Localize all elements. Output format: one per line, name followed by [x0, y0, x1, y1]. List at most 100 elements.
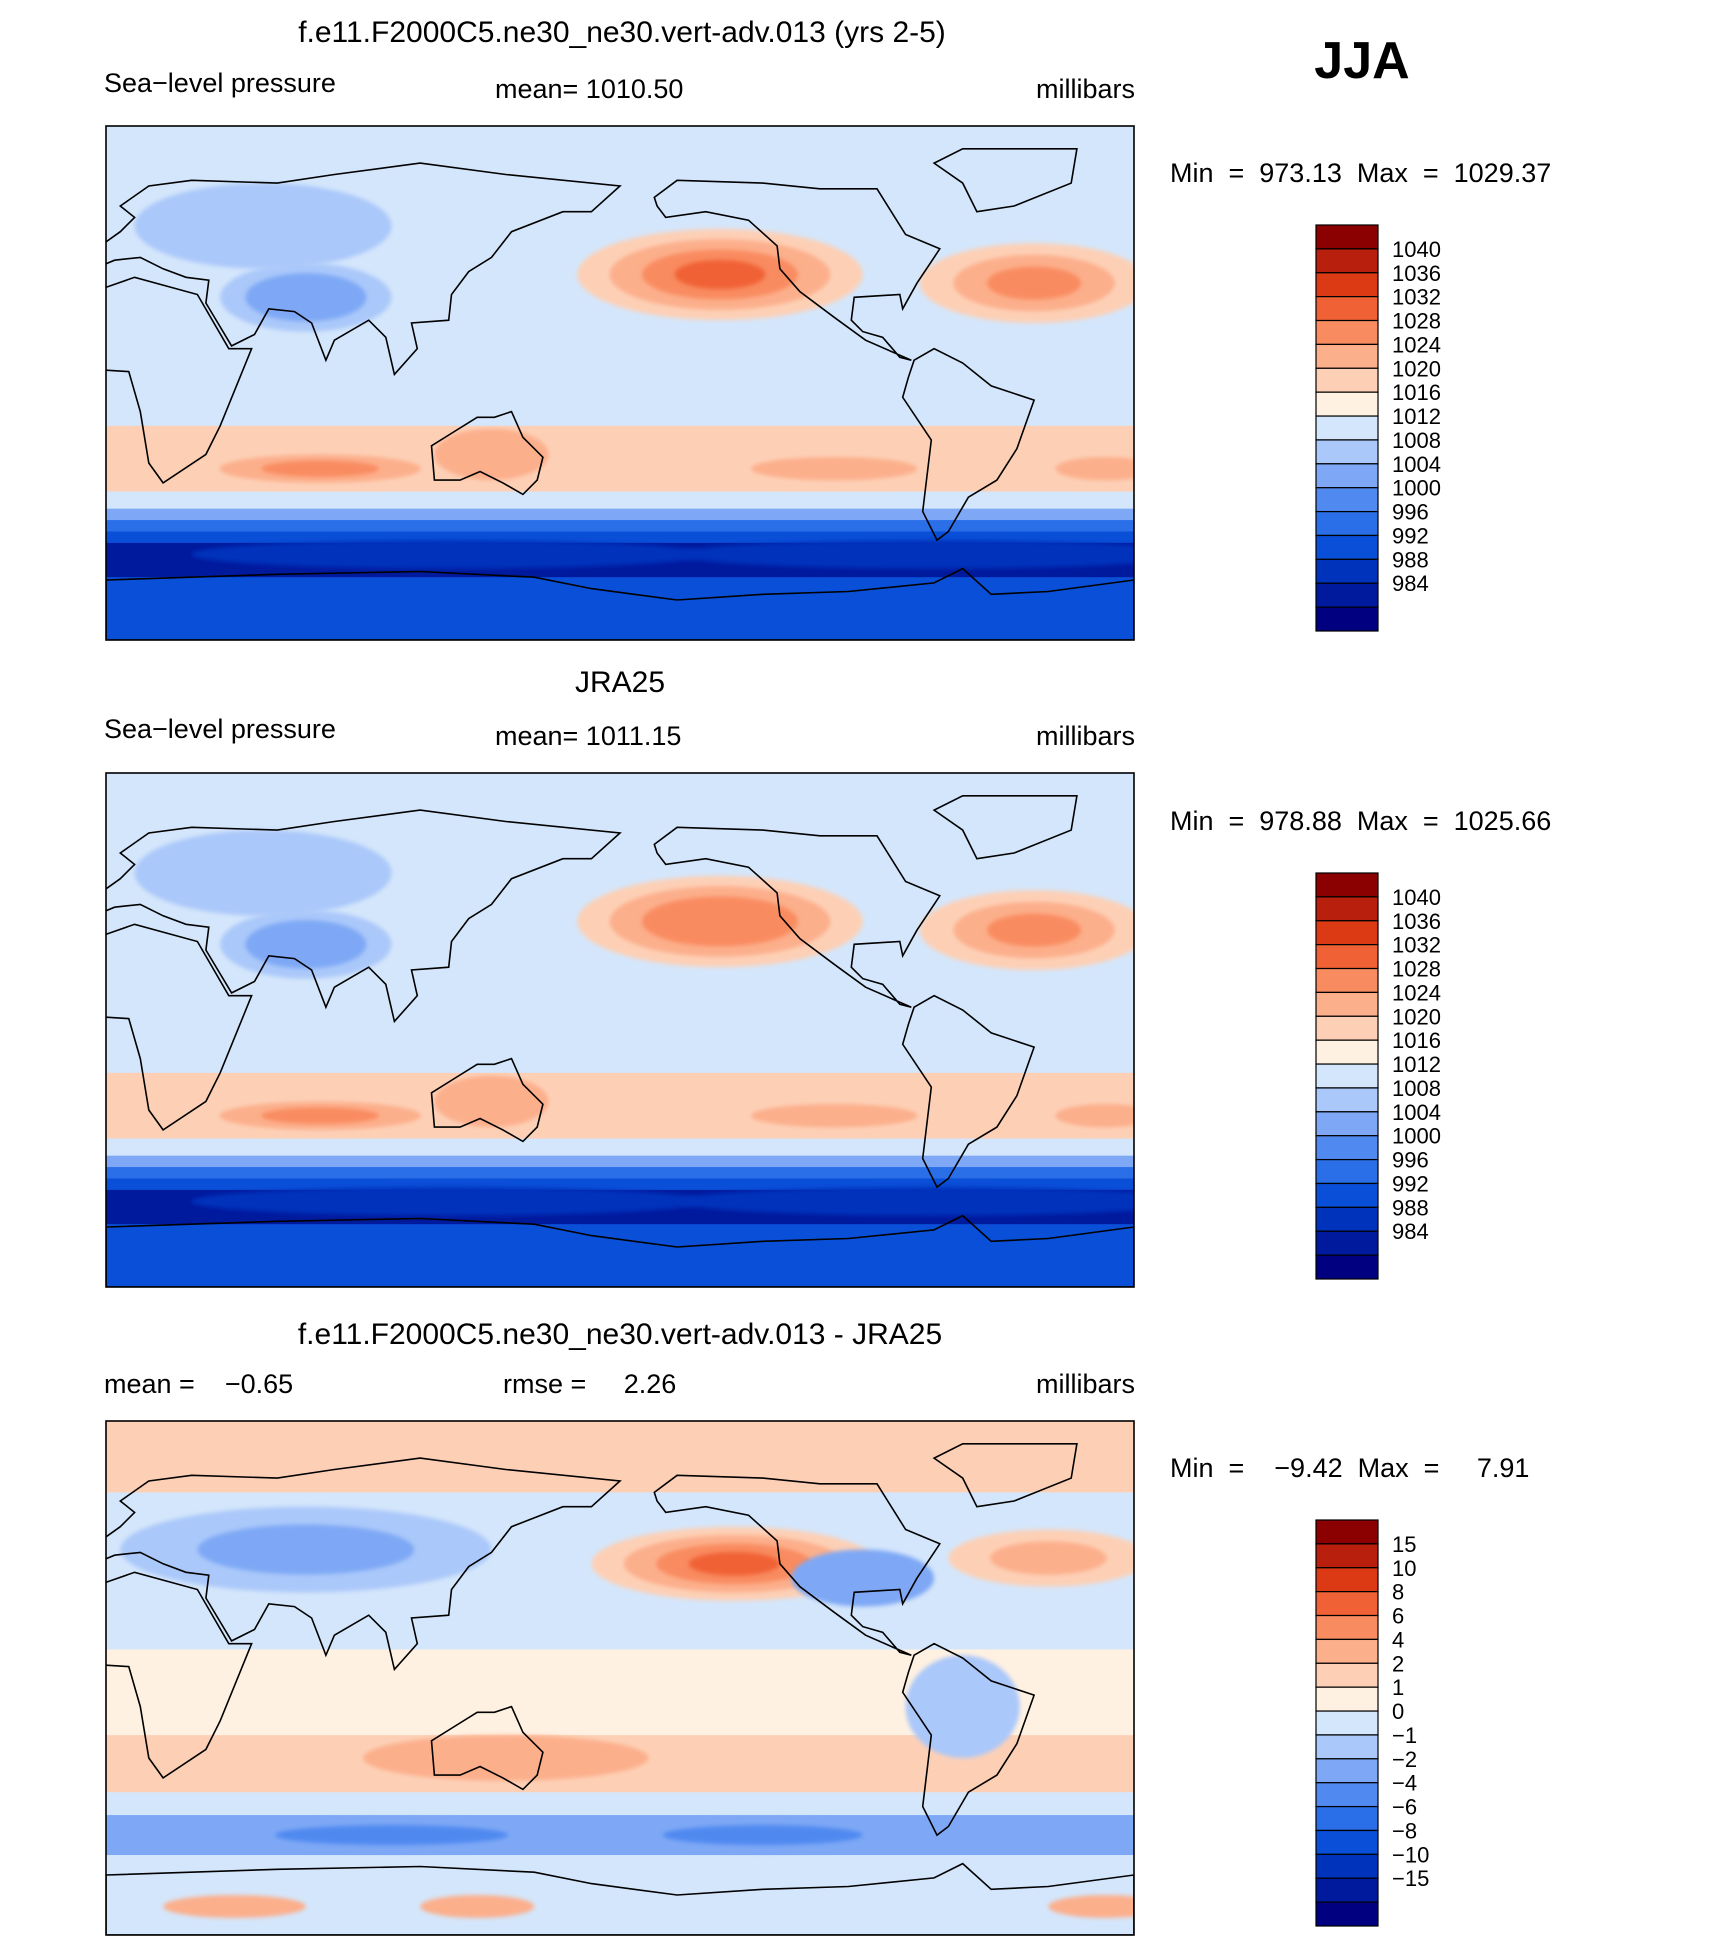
colorbar-box	[1315, 1638, 1379, 1664]
pressure-cell	[677, 540, 1134, 569]
colorbar-tick-label: 988	[1392, 1195, 1429, 1220]
colorbar-box	[1315, 367, 1379, 393]
colorbar-tick-label: 1028	[1392, 309, 1441, 334]
colorbar-box	[1315, 1662, 1379, 1688]
colorbar-tick-label: 1012	[1392, 404, 1441, 429]
coastline-north-america	[653, 179, 942, 361]
pressure-cell	[270, 930, 342, 959]
contour-band	[106, 1421, 1134, 1493]
panel-title: JRA25	[575, 666, 665, 699]
colorbar-tick-label: 1000	[1392, 1124, 1441, 1149]
colorbar-tick-label: 984	[1392, 1219, 1429, 1244]
mean-label: mean= 1010.50	[495, 74, 683, 104]
colorbar-box	[1315, 558, 1379, 584]
colorbar-box	[1315, 248, 1379, 274]
season-label: JJA	[1314, 32, 1409, 90]
colorbar-box	[1315, 991, 1379, 1017]
colorbar-box	[1315, 1230, 1379, 1256]
pressure-cell	[191, 540, 706, 569]
contour-band	[106, 1138, 1134, 1157]
colorbar-box	[1315, 1206, 1379, 1232]
panel-title: f.e11.F2000C5.ne30_ne30.vert-adv.013 (yr…	[298, 16, 946, 49]
colorbar-box	[1315, 1182, 1379, 1208]
colorbar-box	[1315, 1734, 1379, 1760]
colorbar-box	[1315, 606, 1379, 632]
min-max-label: Min = 978.88 Max = 1025.66	[1170, 806, 1551, 836]
coastline-africa	[106, 276, 253, 484]
panel-title: f.e11.F2000C5.ne30_ne30.vert-adv.013 - J…	[298, 1318, 942, 1351]
pressure-cell	[134, 830, 392, 916]
colorbar-box	[1315, 439, 1379, 465]
colorbar-tick-label: 1024	[1392, 980, 1441, 1005]
coastline-australia	[430, 410, 544, 496]
colorbar-box	[1315, 1829, 1379, 1855]
colorbar-tick-label: 1004	[1392, 1100, 1441, 1125]
colorbar-tick-label: 1012	[1392, 1052, 1441, 1077]
coastline-north-america	[653, 1474, 942, 1656]
colorbar-box	[1315, 463, 1379, 489]
map-frame	[105, 125, 1135, 641]
colorbar-box	[1315, 1158, 1379, 1185]
units-label: millibars	[1036, 721, 1135, 751]
colorbar-box	[1315, 1039, 1379, 1065]
anomaly-cell	[791, 1549, 935, 1607]
coastline-africa	[106, 1571, 253, 1779]
contour-band	[106, 1224, 1134, 1287]
min-max-label: Min = −9.42 Max = 7.91	[1170, 1453, 1529, 1483]
colorbar-box	[1315, 896, 1379, 922]
rmse-label: rmse = 2.26	[503, 1369, 676, 1399]
pressure-cell	[434, 1075, 549, 1128]
colorbar-box	[1315, 224, 1379, 250]
colorbar-tick-label: 1036	[1392, 261, 1441, 286]
coastline-south-america	[901, 347, 1036, 542]
pressure-cell	[987, 266, 1082, 300]
colorbar: 1040103610321028102410201016101210081004…	[1315, 872, 1441, 1280]
colorbar-box	[1315, 872, 1379, 898]
mean-label: mean= 1011.15	[495, 721, 681, 751]
colorbar-tick-label: 1032	[1392, 285, 1441, 310]
pressure-cell	[1055, 1104, 1134, 1128]
anomaly-cell	[990, 1541, 1107, 1575]
map-panel-difference	[105, 1420, 1135, 1936]
pressure-cell	[1055, 457, 1134, 481]
colorbar-box	[1315, 1686, 1379, 1712]
colorbar-box	[1315, 1567, 1379, 1593]
colorbar-tick-label: 1020	[1392, 1004, 1441, 1029]
colorbar-box	[1315, 920, 1379, 946]
colorbar-box	[1315, 296, 1379, 322]
colorbar-box	[1315, 1710, 1379, 1736]
colorbar-tick-label: 1016	[1392, 380, 1441, 405]
colorbar-box	[1315, 1111, 1379, 1137]
anomaly-cell	[163, 1895, 306, 1918]
anomaly-cell	[688, 1551, 780, 1576]
colorbar-tick-label: 996	[1392, 500, 1429, 525]
colorbar-box	[1315, 1877, 1379, 1903]
colorbar-box	[1315, 1853, 1379, 1879]
colorbar-box	[1315, 534, 1379, 560]
colorbar-tick-label: 1040	[1392, 237, 1441, 262]
contour-band	[106, 1001, 1134, 1074]
colorbar-box	[1315, 1901, 1379, 1927]
anomaly-cell	[420, 1895, 535, 1918]
contour-band	[106, 1167, 1134, 1180]
colorbar-tick-label: 1036	[1392, 909, 1441, 934]
coastline-greenland	[932, 795, 1078, 860]
colorbar-tick-label: 1004	[1392, 452, 1441, 477]
colorbar-box	[1315, 1758, 1379, 1784]
coastline-greenland	[932, 1443, 1078, 1508]
colorbar-tick-label: 15	[1392, 1532, 1416, 1557]
min-max-label: Min = 973.13 Max = 1029.37	[1170, 158, 1551, 188]
colorbar-tick-label: 996	[1392, 1148, 1429, 1173]
colorbar-tick-label: 1032	[1392, 933, 1441, 958]
colorbar-tick-label: 992	[1392, 1171, 1429, 1196]
pressure-cell	[674, 906, 766, 937]
mean-label: mean = −0.65	[104, 1369, 293, 1399]
contour-band	[106, 520, 1134, 533]
colorbar-box	[1315, 272, 1379, 298]
colorbar-box	[1315, 1135, 1379, 1161]
coastline-antarctica	[106, 1862, 1134, 1935]
colorbar-box	[1315, 1254, 1379, 1280]
colorbar-tick-label: 1008	[1392, 1076, 1441, 1101]
map-frame	[105, 1420, 1135, 1936]
